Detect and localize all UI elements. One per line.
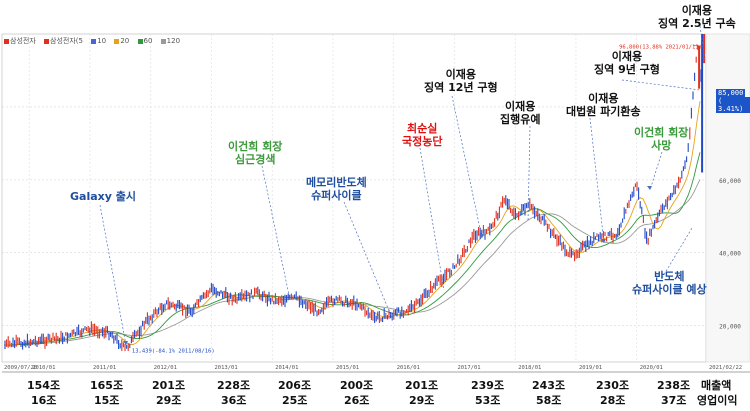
profit-value: 36조 <box>221 394 247 407</box>
y-tick-label: 60,000 <box>719 178 741 185</box>
x-tick-label: 2019/01 <box>579 365 602 371</box>
current-price-change: ( 3.41%) <box>716 97 750 113</box>
revenue-value: 239조 <box>471 379 505 392</box>
annotation-probation: 이재용 집행유예 <box>500 100 541 126</box>
annotation-leader-line <box>343 201 393 319</box>
chart-legend: 삼성전자 삼성전자(5 10 20 60 120 <box>4 36 186 46</box>
profit-value: 29조 <box>156 394 182 407</box>
revenue-value: 228조 <box>217 379 251 392</box>
y-tick-label: 20,000 <box>719 324 741 331</box>
legend-item: 삼성전자(5 <box>44 37 86 45</box>
annotation-leader-line <box>527 125 531 223</box>
revenue-value: 201조 <box>152 379 186 392</box>
profit-value: 53조 <box>475 394 501 407</box>
revenue-value: 165조 <box>90 379 124 392</box>
annotation-sentence-12: 이재용 징역 12년 구형 <box>424 68 498 94</box>
annotation-remand: 이재용 대법원 파기환송 <box>566 92 641 118</box>
annotation-leader-line <box>589 117 605 244</box>
annotation-memory-cycle: 메모리반도체 슈퍼사이클 <box>306 176 367 202</box>
annotation-leader-line <box>419 147 445 291</box>
revenue-value: 201조 <box>405 379 439 392</box>
x-tick-label: 2011/01 <box>93 365 116 371</box>
annotation-leader-line <box>621 79 701 91</box>
annotation-leader-line <box>99 204 127 346</box>
profit-value: 29조 <box>409 394 435 407</box>
y-tick-label: 40,000 <box>719 251 741 258</box>
profit-value: 28조 <box>600 394 626 407</box>
revenue-value: 200조 <box>340 379 374 392</box>
x-tick-label: 2014/01 <box>275 365 298 371</box>
annotation-arrowhead <box>479 234 484 238</box>
x-tick-label: 2015/01 <box>336 365 359 371</box>
profit-value: 15조 <box>94 394 120 407</box>
revenue-value: 154조 <box>27 379 61 392</box>
high-marker-label: 96,800(13.88% 2021/01/11) <box>619 45 702 51</box>
annotation-sentence-9: 이재용 징역 9년 구형 <box>594 50 660 76</box>
annotation-arrowhead <box>601 239 606 243</box>
annotation-arrowhead <box>123 341 128 345</box>
x-tick-label: 2020/01 <box>640 365 663 371</box>
legend-item: 60 <box>137 37 156 45</box>
annotation-death: 이건희 회장 사망 <box>634 126 689 152</box>
annotation-choisoonsil: 최순실 국정농단 <box>402 122 443 148</box>
annotation-galaxy: Galaxy 출시 <box>70 190 136 203</box>
legend-item: 10 <box>91 37 109 45</box>
profit-value: 58조 <box>536 394 562 407</box>
annotation-leader-line <box>261 165 291 301</box>
profit-value: 16조 <box>31 394 57 407</box>
revenue-value: 230조 <box>596 379 630 392</box>
revenue-value: 206조 <box>278 379 312 392</box>
low-marker-label: 13,439(-84.1% 2011/08/16) <box>132 348 215 354</box>
legend-item: 삼성전자 <box>4 37 39 45</box>
annotation-leader-line <box>451 95 483 239</box>
x-tick-label: 2012/01 <box>154 365 177 371</box>
x-tick-label: 2013/01 <box>214 365 237 371</box>
x-tick-label: 2016/01 <box>397 365 420 371</box>
ma120-line <box>4 179 701 346</box>
profit-label: 영업이익 <box>697 394 738 407</box>
x-tick-label: 2010/01 <box>32 365 55 371</box>
x-tick-label: 2017/01 <box>457 365 480 371</box>
annotation-arrest: 이재용 징역 2.5년 구속 <box>658 4 736 30</box>
profit-value: 37조 <box>661 394 687 407</box>
annotation-leekunhee-heart: 이건희 회장 심근경색 <box>228 140 283 166</box>
annotation-leader-line <box>661 227 693 279</box>
x-tick-label: 2021/02/22 <box>709 365 742 371</box>
annotation-semi-cycle-expected: 반도체 슈퍼사이클 예상 <box>632 270 707 296</box>
revenue-value: 243조 <box>532 379 566 392</box>
legend-item: 20 <box>114 37 132 45</box>
profit-value: 25조 <box>282 394 308 407</box>
revenue-label: 매출액 <box>701 379 732 392</box>
revenue-value: 238조 <box>657 379 691 392</box>
legend-item: 120 <box>160 37 183 45</box>
profit-value: 26조 <box>344 394 370 407</box>
x-tick-label: 2009/07/20 <box>4 365 37 371</box>
annotation-arrowhead <box>647 186 652 190</box>
right-axis-band <box>705 33 750 363</box>
current-price-tag: 85,000 <box>716 89 746 97</box>
x-tick-label: 2018/01 <box>518 365 541 371</box>
annotation-leader-line <box>699 25 706 61</box>
annotation-leader-line <box>649 151 663 191</box>
